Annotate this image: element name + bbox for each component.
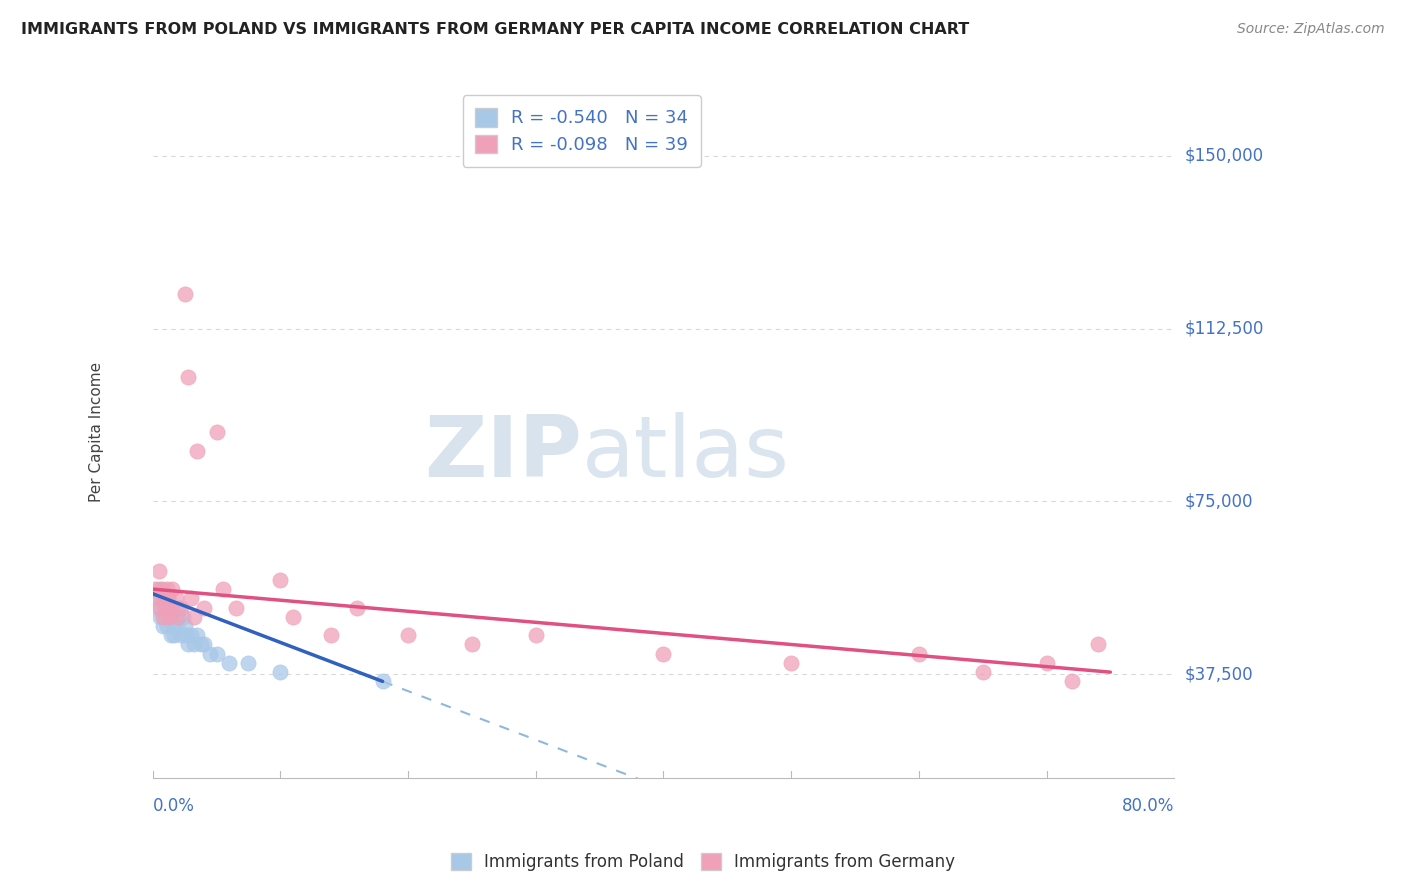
- Point: [167, 600, 190, 615]
- Point: [183, 638, 205, 652]
- Point: [143, 591, 166, 606]
- Point: [159, 628, 181, 642]
- Text: Source: ZipAtlas.com: Source: ZipAtlas.com: [1237, 22, 1385, 37]
- Point: [155, 600, 177, 615]
- Text: IMMIGRANTS FROM POLAND VS IMMIGRANTS FROM GERMANY PER CAPITA INCOME CORRELATION : IMMIGRANTS FROM POLAND VS IMMIGRANTS FRO…: [21, 22, 969, 37]
- Point: [150, 587, 173, 601]
- Legend: R = -0.540   N = 34, R = -0.098   N = 39: R = -0.540 N = 34, R = -0.098 N = 39: [463, 95, 702, 167]
- Text: atlas: atlas: [582, 411, 790, 494]
- Point: [218, 656, 240, 670]
- Point: [198, 647, 221, 661]
- Point: [283, 609, 305, 624]
- Point: [346, 600, 368, 615]
- Point: [172, 609, 194, 624]
- Point: [321, 628, 343, 642]
- Point: [160, 582, 183, 596]
- Point: [173, 287, 195, 301]
- Point: [159, 600, 181, 615]
- Point: [193, 638, 215, 652]
- Point: [371, 674, 394, 689]
- Point: [148, 564, 170, 578]
- Point: [170, 600, 193, 615]
- Point: [1060, 674, 1083, 689]
- Text: $75,000: $75,000: [1184, 492, 1253, 510]
- Text: $150,000: $150,000: [1184, 146, 1264, 164]
- Point: [152, 609, 174, 624]
- Point: [165, 591, 187, 606]
- Point: [177, 638, 200, 652]
- Point: [149, 600, 172, 615]
- Point: [183, 609, 205, 624]
- Point: [166, 619, 188, 633]
- Point: [180, 628, 202, 642]
- Text: 80.0%: 80.0%: [1122, 797, 1174, 814]
- Text: Per Capita Income: Per Capita Income: [89, 362, 104, 502]
- Point: [269, 573, 291, 587]
- Point: [652, 647, 675, 661]
- Point: [153, 609, 176, 624]
- Point: [225, 600, 247, 615]
- Point: [170, 628, 193, 642]
- Point: [193, 600, 215, 615]
- Point: [157, 591, 180, 606]
- Point: [152, 619, 174, 633]
- Point: [155, 600, 177, 615]
- Point: [1087, 638, 1109, 652]
- Point: [780, 656, 803, 670]
- Point: [205, 425, 228, 440]
- Point: [146, 591, 169, 606]
- Point: [186, 443, 208, 458]
- Point: [461, 638, 484, 652]
- Point: [150, 582, 173, 596]
- Point: [156, 582, 179, 596]
- Text: $37,500: $37,500: [1184, 665, 1253, 683]
- Point: [186, 628, 208, 642]
- Legend: Immigrants from Poland, Immigrants from Germany: Immigrants from Poland, Immigrants from …: [443, 845, 963, 880]
- Point: [156, 619, 179, 633]
- Point: [162, 619, 184, 633]
- Point: [173, 619, 195, 633]
- Point: [149, 609, 172, 624]
- Point: [146, 600, 169, 615]
- Point: [1035, 656, 1057, 670]
- Point: [174, 628, 197, 642]
- Point: [908, 647, 931, 661]
- Point: [180, 591, 202, 606]
- Point: [205, 647, 228, 661]
- Text: $112,500: $112,500: [1184, 319, 1264, 337]
- Point: [153, 591, 176, 606]
- Point: [212, 582, 235, 596]
- Point: [165, 609, 187, 624]
- Point: [177, 370, 200, 384]
- Point: [396, 628, 419, 642]
- Point: [157, 609, 180, 624]
- Point: [163, 628, 186, 642]
- Point: [143, 582, 166, 596]
- Point: [524, 628, 547, 642]
- Point: [190, 638, 212, 652]
- Text: 0.0%: 0.0%: [153, 797, 194, 814]
- Point: [238, 656, 260, 670]
- Point: [269, 665, 291, 680]
- Point: [157, 609, 180, 624]
- Text: ZIP: ZIP: [425, 411, 582, 494]
- Point: [157, 591, 180, 606]
- Point: [167, 609, 190, 624]
- Point: [160, 600, 183, 615]
- Point: [972, 665, 994, 680]
- Point: [148, 582, 170, 596]
